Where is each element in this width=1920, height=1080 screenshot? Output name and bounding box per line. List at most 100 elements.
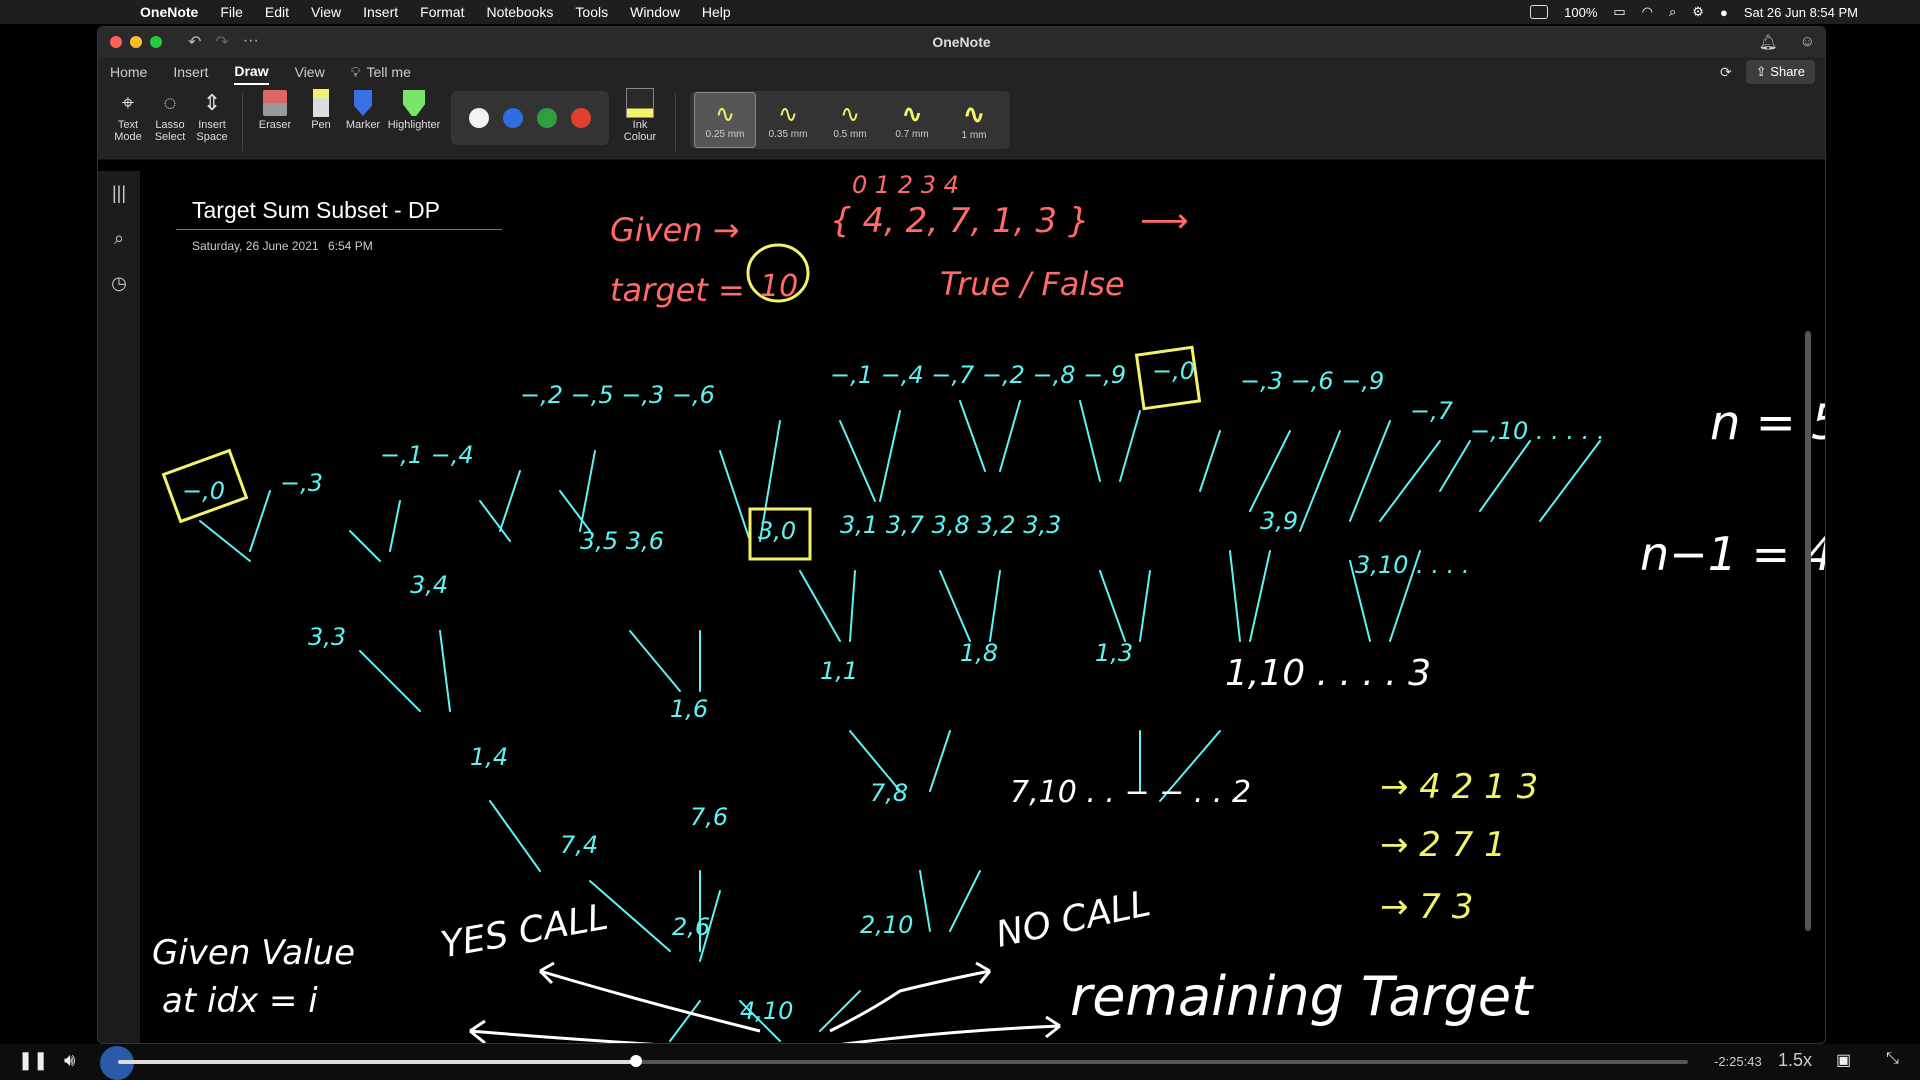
lasso-select-label: Lasso Select [150,119,190,143]
tell-me[interactable]: 💡︎ Tell me [351,64,411,81]
ribbon-divider [675,93,676,151]
picture-in-picture-icon[interactable]: ▣ [1836,1050,1851,1070]
menu-file[interactable]: File [220,4,243,20]
ink-level-5-right: −,1 −,4 −,7 −,2 −,8 −,9 [830,361,1126,389]
pen-stroke-icon: ∿ [963,99,985,130]
pen-size-035[interactable]: ∿ 0.35 mm [758,93,818,147]
ink-array: { 4, 2, 7, 1, 3 } [830,201,1090,241]
pen-stroke-icon: ∿ [778,100,798,129]
menu-notebooks[interactable]: Notebooks [486,4,553,20]
highlighter-button[interactable]: Highlighter [385,87,443,131]
redo-icon[interactable]: ↷ [215,32,228,52]
text-mode-label: Text Mode [108,119,148,143]
ink-level-3-33: 3,3 [308,623,346,651]
share-icon: ⇪ [1756,64,1767,79]
ink-level-5-left-zero: −,0 [182,477,225,505]
close-window-button[interactable] [110,36,122,48]
draw-ribbon: ⌖ Text Mode ◌ Lasso Select ⇕ Insert Spac… [98,87,1825,160]
ink-level-5-left-14: −,1 −,4 [380,441,474,469]
minimize-window-button[interactable] [130,36,142,48]
wifi-icon[interactable]: ◠ [1642,4,1653,20]
navigation-sidebar: ||| ⌕ ◷ [98,171,140,1043]
color-swatch-white[interactable] [469,108,489,128]
tab-draw[interactable]: Draw [234,59,268,85]
color-swatch-red[interactable] [571,108,591,128]
siri-icon[interactable]: ● [1720,5,1728,20]
ink-target: target = [610,271,745,309]
pause-icon[interactable]: ❚❚ [18,1050,48,1071]
insert-space-button[interactable]: ⇕ Insert Space [192,87,232,143]
smiley-feedback-icon[interactable]: ☺ [1800,33,1815,51]
zoom-window-button[interactable] [150,36,162,48]
battery-icon[interactable]: ▭ [1613,4,1625,20]
notebooks-icon[interactable]: ||| [112,183,126,204]
menu-view[interactable]: View [311,4,341,20]
eraser-button[interactable]: Eraser [251,87,299,131]
text-mode-button[interactable]: ⌖ Text Mode [108,87,148,143]
app-menu-name[interactable]: OneNote [140,4,198,20]
menu-window[interactable]: Window [630,4,680,20]
spotlight-icon[interactable]: ⌕ [1669,4,1676,20]
menu-insert[interactable]: Insert [363,4,398,20]
pen-stroke-icon: ∿ [840,100,860,129]
vertical-scrollbar[interactable] [1805,331,1811,931]
marker-button[interactable]: Marker [343,87,383,131]
ink-colour-button[interactable]: Ink Colour [615,87,665,143]
pen-size-07[interactable]: ∿ 0.7 mm [882,93,942,147]
eraser-label: Eraser [259,119,291,131]
ink-sequence-2: → 2 7 1 [1380,825,1506,865]
bell-icon[interactable]: 🔔︎ [1759,33,1778,51]
undo-icon[interactable]: ↶ [188,32,201,52]
share-label: Share [1770,64,1805,79]
highlighter-label: Highlighter [388,119,441,131]
search-icon[interactable]: ⌕ [114,228,124,249]
sync-icon[interactable]: ⟳ [1720,64,1732,81]
menu-help[interactable]: Help [702,4,731,20]
control-center-icon[interactable]: ⚙ [1692,4,1704,20]
pen-size-025[interactable]: ∿ 0.25 mm [694,92,756,148]
seek-knob[interactable] [630,1055,642,1067]
clock[interactable]: Sat 26 Jun 8:54 PM [1744,5,1858,20]
tab-insert[interactable]: Insert [173,60,208,84]
window-title: OneNote [98,34,1825,50]
menu-tools[interactable]: Tools [575,4,608,20]
ink-colour-label: Ink Colour [615,119,665,143]
ink-level-5-left-3: −,3 [280,469,323,497]
exit-fullscreen-icon[interactable]: ⤡ [1886,1050,1899,1068]
color-swatch-blue[interactable] [503,108,523,128]
ink-n-minus-1: n−1 = 4 [1640,527,1826,581]
tab-home[interactable]: Home [110,60,147,84]
pen-button[interactable]: Pen [301,87,341,131]
pen-size-label: 0.5 mm [833,129,866,140]
ink-level-0-210: 2,10 [860,911,913,939]
pen-size-label: 0.25 mm [706,129,745,140]
menu-edit[interactable]: Edit [265,4,289,20]
ink-level-4-nine: 3,9 [1260,507,1298,535]
volume-icon[interactable]: 🔊︎ [64,1050,75,1071]
menu-format[interactable]: Format [420,4,464,20]
share-button[interactable]: ⇪ Share [1746,60,1815,84]
lasso-select-button[interactable]: ◌ Lasso Select [150,87,190,143]
ink-indices: 0 1 2 3 4 [852,171,959,199]
eraser-icon [261,87,289,119]
screen-share-icon[interactable] [1530,5,1548,19]
ink-level-5-dots: −,10 . . . . . [1470,417,1605,445]
tab-view[interactable]: View [295,60,325,84]
ink-level-1-78: 7,8 [870,779,908,807]
ink-true-false: True / False [940,265,1125,303]
ink-target-value: 10 [760,269,798,304]
ink-level-4-mid: 3,1 3,7 3,8 3,2 3,3 [840,511,1061,539]
pen-size-1[interactable]: ∿ 1 mm [944,93,1004,147]
seek-bar[interactable] [118,1060,1688,1064]
ink-level-5-tail: −,3 −,6 −,9 [1240,367,1384,395]
recent-notes-icon[interactable]: ◷ [111,273,127,294]
pen-size-05[interactable]: ∿ 0.5 mm [820,93,880,147]
ink-color-palette [451,91,609,145]
page-canvas[interactable]: Target Sum Subset - DP Saturday, 26 June… [140,171,1813,1043]
more-icon[interactable]: ··· [243,32,259,52]
insert-space-label: Insert Space [192,119,232,143]
playback-speed[interactable]: 1.5x [1778,1050,1812,1071]
pen-size-label: 0.35 mm [769,129,808,140]
ink-root-410: 4,10 [740,997,793,1025]
color-swatch-green[interactable] [537,108,557,128]
